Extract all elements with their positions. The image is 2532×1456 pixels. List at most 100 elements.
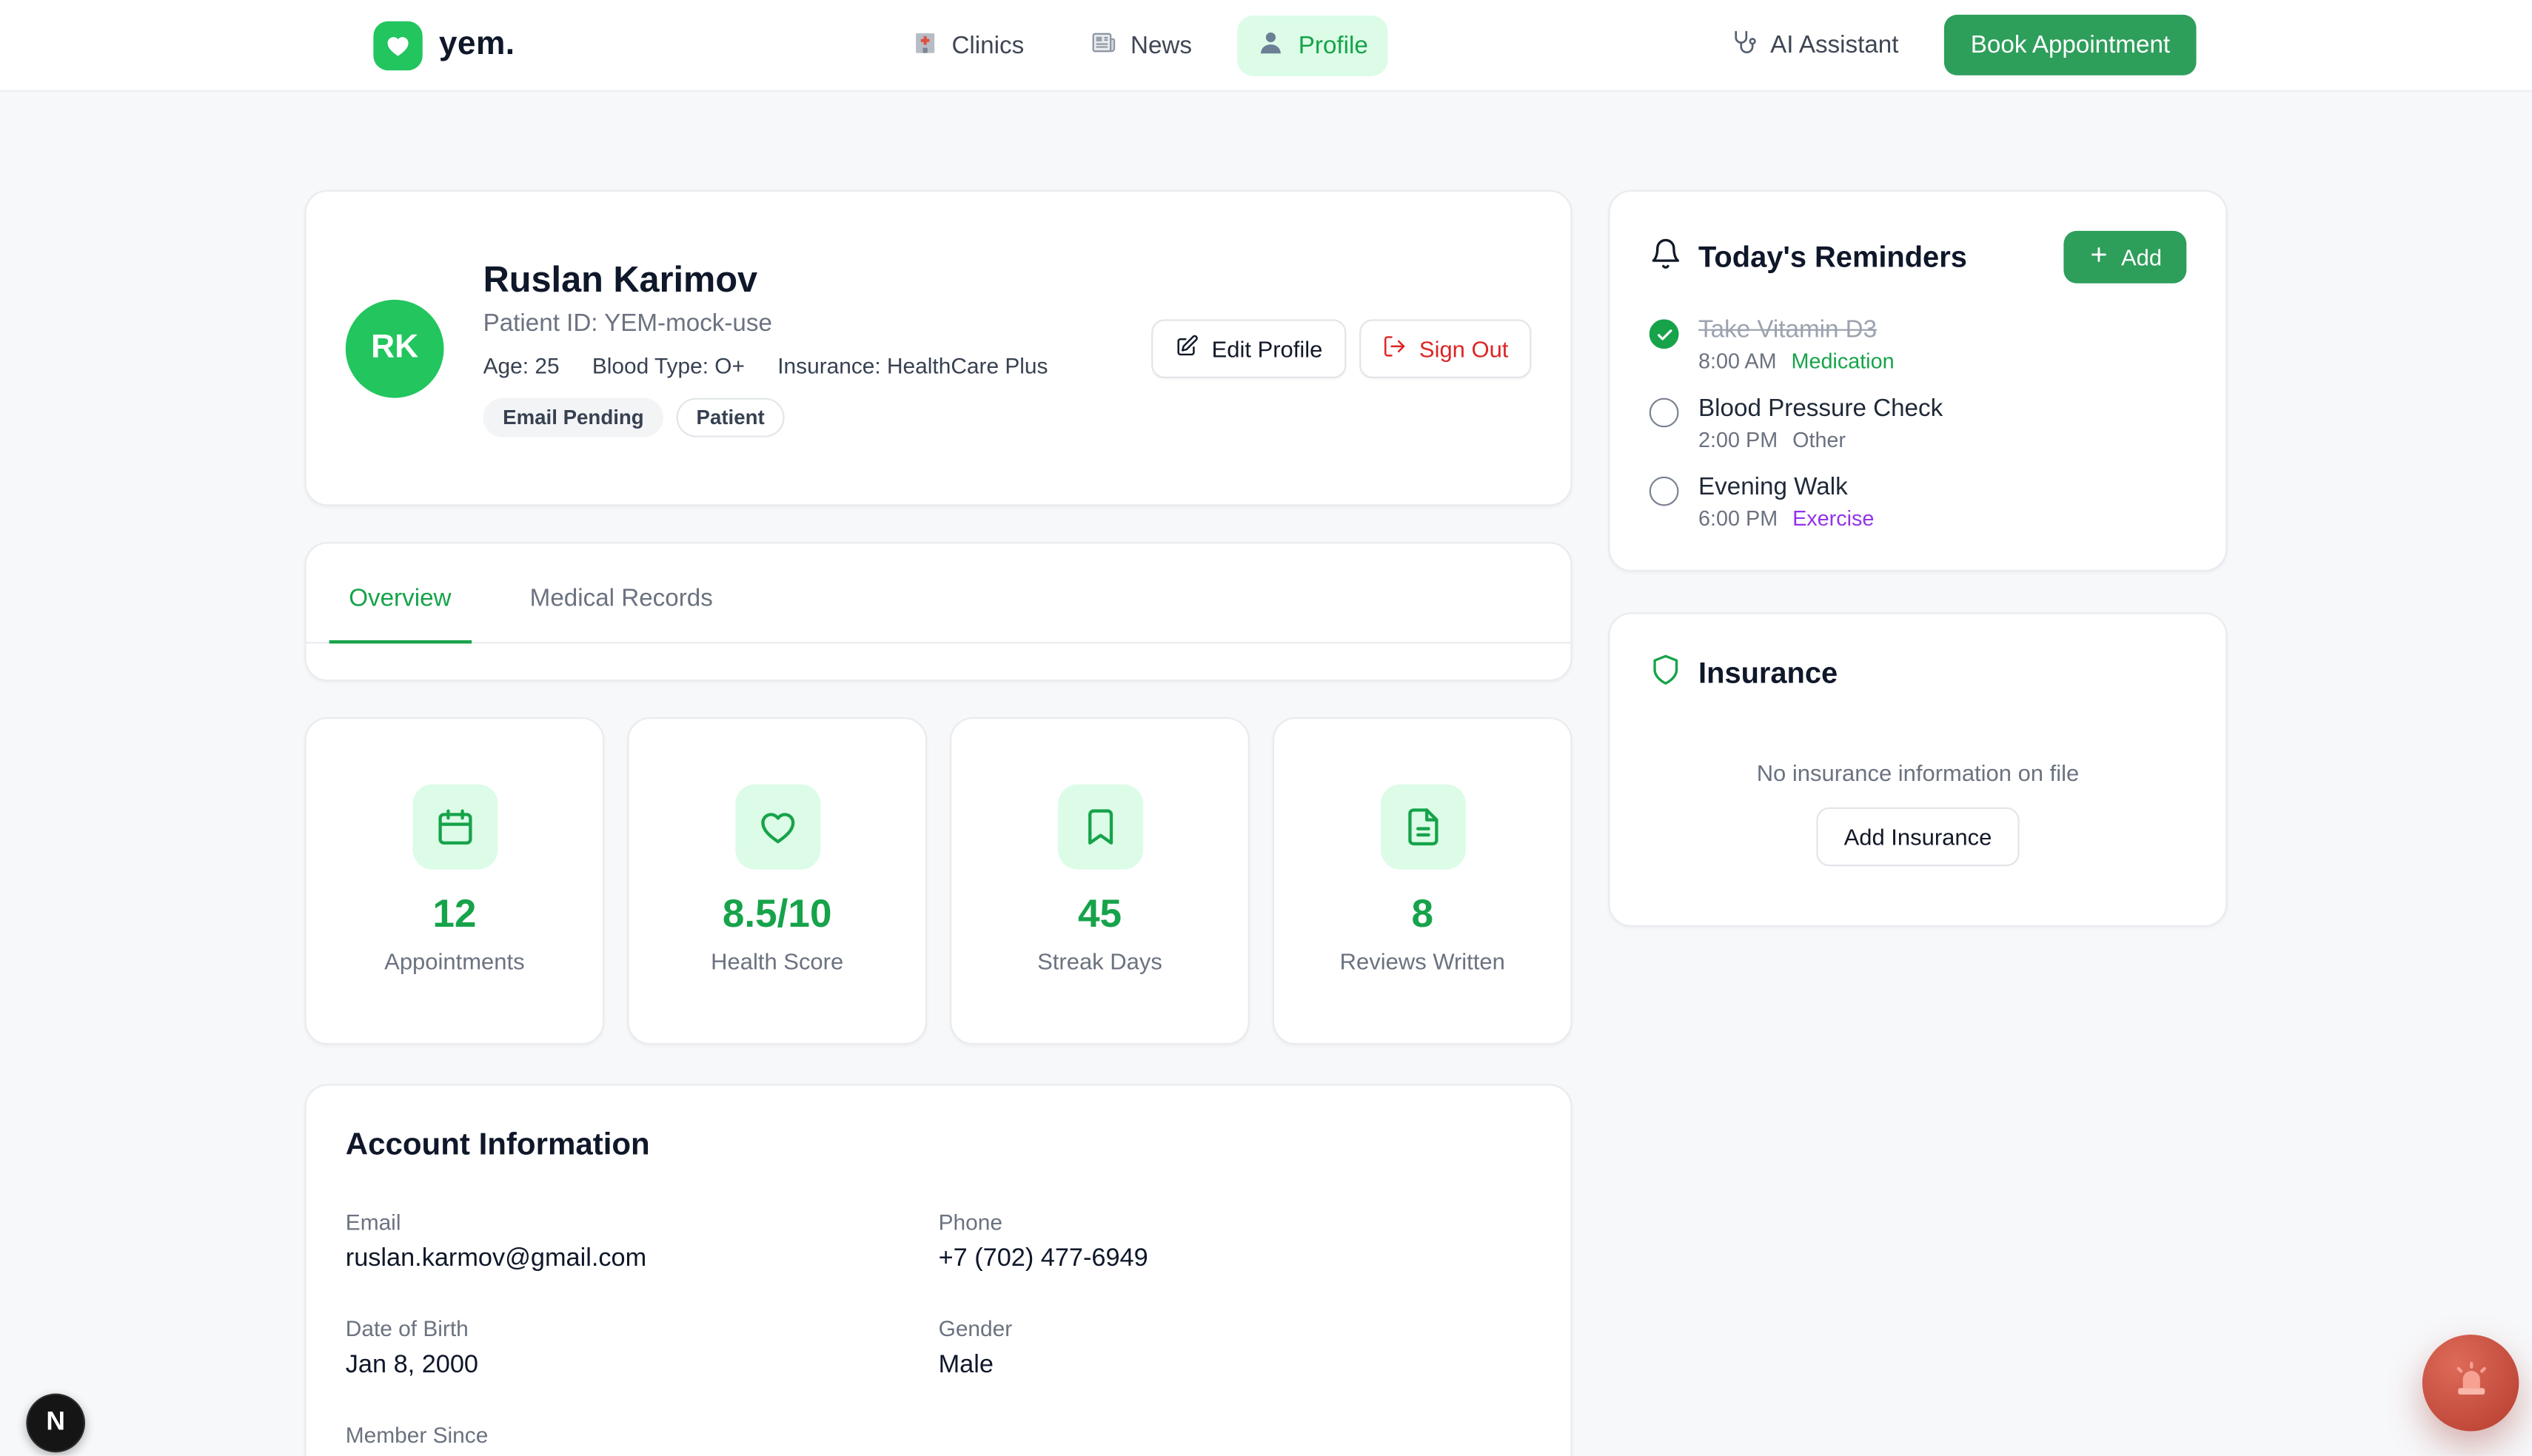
account-information-card: Account Information Email ruslan.karmov@… — [304, 1084, 1573, 1456]
edit-pencil-icon — [1174, 333, 1199, 363]
reminder-sub: 2:00 PM Other — [1698, 427, 1943, 452]
reminder-checkbox[interactable] — [1649, 476, 1679, 506]
profile-info: Ruslan Karimov Patient ID: YEM-mock-use … — [483, 259, 1112, 437]
nav-item-profile[interactable]: Profile — [1237, 14, 1388, 76]
insurance-empty-message: No insurance information on file — [1756, 759, 2080, 786]
reminder-content: Evening Walk 6:00 PM Exercise — [1698, 473, 1874, 530]
tab-medical-records[interactable]: Medical Records — [529, 584, 713, 613]
reminder-sub: 8:00 AM Medication — [1698, 349, 1895, 373]
stat-value: 8 — [1411, 892, 1434, 937]
tab-overview[interactable]: Overview — [329, 543, 470, 644]
insurance-header: Insurance — [1650, 654, 2187, 694]
field-label: Gender — [938, 1316, 1013, 1341]
status-badge-patient: Patient — [676, 397, 785, 437]
tabs-card: Overview Medical Records — [304, 542, 1573, 682]
field-label: Email — [345, 1210, 401, 1235]
profile-card: RK Ruslan Karimov Patient ID: YEM-mock-u… — [304, 189, 1573, 506]
patient-name: Ruslan Karimov — [483, 258, 758, 300]
stat-label: Health Score — [711, 947, 844, 975]
stat-value: 45 — [1077, 892, 1122, 937]
stat-card-health-score: 8.5/10 Health Score — [627, 717, 928, 1045]
stethoscope-icon — [1729, 28, 1758, 62]
insurance-title: Insurance — [1698, 657, 1838, 690]
field-label: Date of Birth — [345, 1316, 469, 1341]
field-member-since: Member Since Aug 24, 2025 — [346, 1423, 939, 1455]
reminder-item: Evening Walk 6:00 PM Exercise — [1649, 473, 2187, 531]
nav-item-clinics[interactable]: Clinics — [891, 15, 1044, 76]
edit-profile-button[interactable]: Edit Profile — [1151, 318, 1346, 378]
report-issue-fab[interactable] — [2422, 1334, 2519, 1432]
reminder-checkbox[interactable] — [1649, 397, 1679, 428]
newspaper-icon — [1090, 28, 1118, 62]
plus-icon — [2089, 244, 2110, 270]
profile-meta: Age: 25 Blood Type: O+ Insurance: Health… — [483, 354, 1112, 378]
account-information-title: Account Information — [345, 1128, 650, 1163]
book-appointment-button[interactable]: Book Appointment — [1944, 14, 2197, 76]
stat-label: Streak Days — [1037, 947, 1162, 975]
dev-tools-badge[interactable]: N — [26, 1393, 86, 1453]
field-value: +7 (702) 477-6949 — [938, 1244, 1148, 1272]
reminder-category: Other — [1792, 427, 1846, 452]
stat-label: Appointments — [384, 947, 525, 975]
add-insurance-button[interactable]: Add Insurance — [1815, 807, 2020, 867]
stat-value: 12 — [432, 892, 477, 937]
primary-nav: Clinics News Profile — [891, 14, 1388, 76]
nav-right-group: AI Assistant Book Appointment — [1709, 14, 2197, 76]
nav-item-ai-assistant[interactable]: AI Assistant — [1709, 15, 1918, 76]
reminder-title: Evening Walk — [1698, 473, 1848, 501]
status-badge-email-pending: Email Pending — [483, 397, 664, 437]
reminder-item: Blood Pressure Check 2:00 PM Other — [1649, 395, 2187, 452]
stat-card-reviews: 8 Reviews Written — [1272, 717, 1573, 1045]
bookmark-icon — [1056, 784, 1143, 870]
avatar: RK — [345, 298, 444, 397]
reminder-title: Take Vitamin D3 — [1698, 315, 1878, 344]
document-icon — [1379, 784, 1465, 870]
reminder-category: Medication — [1791, 349, 1895, 374]
nav-item-label: Clinics — [951, 31, 1025, 59]
reminder-time: 2:00 PM — [1698, 427, 1778, 452]
add-reminder-button[interactable]: Add — [2063, 230, 2187, 284]
field-value: ruslan.karmov@gmail.com — [345, 1244, 647, 1272]
field-email: Email ruslan.karmov@gmail.com — [346, 1210, 939, 1274]
stat-value: 8.5/10 — [722, 892, 832, 937]
field-value: Jan 8, 2000 — [345, 1351, 478, 1379]
sign-out-button[interactable]: Sign Out — [1359, 318, 1532, 378]
reminder-sub: 6:00 PM Exercise — [1698, 506, 1874, 531]
reminder-content: Blood Pressure Check 2:00 PM Other — [1698, 395, 1943, 452]
stat-card-appointments: 12 Appointments — [304, 717, 605, 1045]
main-content: RK Ruslan Karimov Patient ID: YEM-mock-u… — [304, 92, 2228, 1456]
person-icon — [1257, 28, 1285, 62]
heart-icon — [734, 784, 820, 870]
brand[interactable]: yem. — [373, 20, 515, 70]
brand-heart-icon — [373, 20, 423, 70]
top-navbar: yem. Clinics News — [0, 0, 2532, 92]
reminder-content: Take Vitamin D3 8:00 AM Medication — [1698, 316, 1895, 373]
reminder-time: 8:00 AM — [1698, 349, 1777, 374]
profile-actions: Edit Profile Sign Out — [1151, 318, 1532, 378]
badge-row: Email Pending Patient — [483, 397, 1112, 437]
hospital-icon — [911, 28, 939, 62]
reminder-checkbox-checked[interactable] — [1649, 319, 1679, 349]
patient-blood-type: Blood Type: O+ — [592, 353, 745, 379]
nav-item-label: AI Assistant — [1770, 31, 1899, 59]
edit-profile-label: Edit Profile — [1211, 335, 1323, 361]
field-date-of-birth: Date of Birth Jan 8, 2000 — [346, 1317, 939, 1380]
stat-label: Reviews Written — [1339, 947, 1505, 975]
sign-out-label: Sign Out — [1419, 335, 1509, 361]
bell-icon — [1650, 237, 1682, 278]
tab-row: Overview Medical Records — [306, 543, 1571, 644]
reminders-title: Today's Reminders — [1698, 240, 1967, 273]
brand-name: yem. — [438, 26, 515, 63]
right-column: Today's Reminders Add Take — [1608, 189, 2228, 927]
field-value: Male — [938, 1351, 994, 1379]
nav-item-news[interactable]: News — [1070, 15, 1211, 76]
nav-item-label: News — [1130, 31, 1192, 59]
reminder-title: Blood Pressure Check — [1698, 395, 1943, 423]
tabs-spacer — [307, 643, 1571, 680]
sign-out-icon — [1381, 333, 1406, 363]
reminders-card: Today's Reminders Add Take — [1608, 189, 2228, 572]
reminder-list: Take Vitamin D3 8:00 AM Medication Blood… — [1649, 316, 2187, 531]
shield-icon — [1650, 654, 1682, 694]
stat-card-streak-days: 45 Streak Days — [950, 717, 1250, 1045]
